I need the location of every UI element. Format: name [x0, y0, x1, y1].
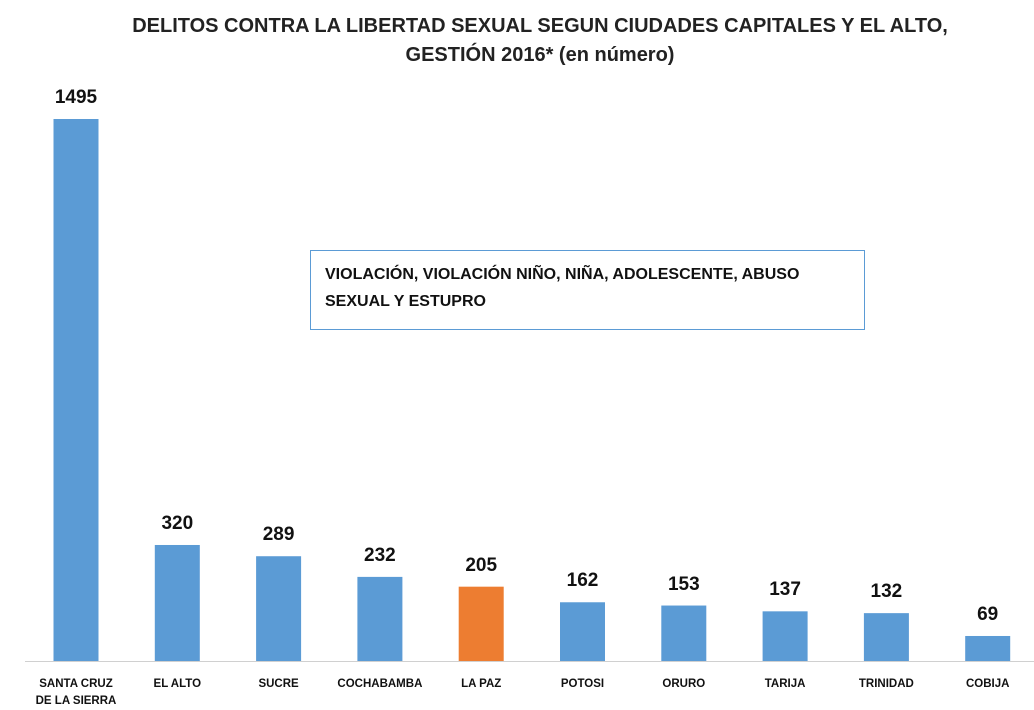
value-label: 1495 [54, 87, 98, 108]
value-label: 232 [364, 544, 396, 566]
bar [661, 605, 707, 661]
x-tick-label: TRINIDAD [858, 678, 914, 690]
value-label: 289 [262, 524, 295, 546]
bar [357, 576, 403, 661]
bar [256, 556, 302, 661]
value-label: 132 [870, 581, 903, 603]
bar [53, 119, 99, 661]
x-tick-label: TARIJA [764, 678, 806, 690]
bar [863, 613, 909, 661]
chart-title: DELITOS CONTRA LA LIBERTAD SEXUAL SEGUN … [132, 15, 948, 66]
x-tick-label: SUCRE [258, 678, 299, 690]
value-label: 137 [769, 579, 801, 601]
bar [560, 602, 605, 661]
annotation: VIOLACIÓN, VIOLACIÓN NIÑO, NIÑA, ADOLESC… [310, 250, 865, 330]
value-label: 162 [566, 570, 599, 592]
x-tick-label: COBIJA [965, 678, 1010, 690]
value-label: 69 [977, 603, 999, 625]
x-tick-label: ORURO [662, 678, 706, 690]
value-label: 320 [161, 512, 194, 534]
x-tick-label: COCHABAMBA [337, 678, 423, 690]
x-tick-label: SANTA CRUZ DE LA SIERRA [35, 678, 117, 707]
value-label: 153 [667, 573, 700, 595]
bar [154, 544, 200, 661]
x-tick-label: POTOSI [560, 678, 605, 690]
x-tick-label: EL ALTO [153, 678, 202, 690]
bar [965, 635, 1011, 661]
value-label: 205 [465, 554, 498, 576]
x-tick-label: LA PAZ [461, 678, 502, 690]
bar [762, 611, 808, 661]
bar [458, 586, 504, 661]
